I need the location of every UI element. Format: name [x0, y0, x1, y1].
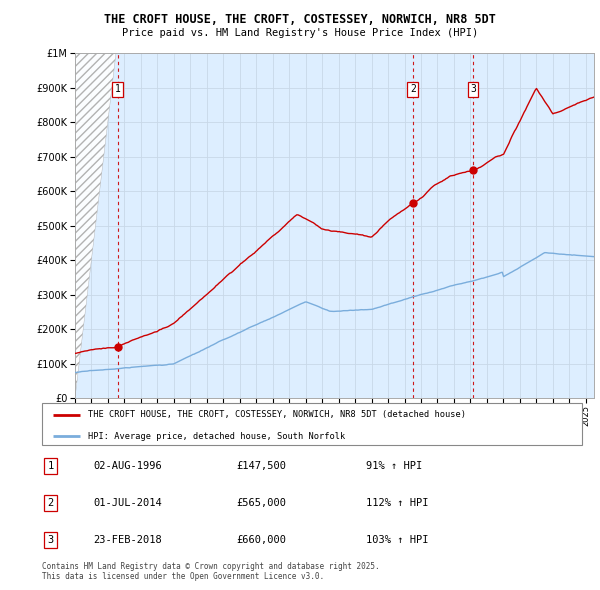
Text: 103% ↑ HPI: 103% ↑ HPI [366, 535, 428, 545]
FancyBboxPatch shape [42, 403, 582, 445]
Text: THE CROFT HOUSE, THE CROFT, COSTESSEY, NORWICH, NR8 5DT: THE CROFT HOUSE, THE CROFT, COSTESSEY, N… [104, 13, 496, 26]
Text: HPI: Average price, detached house, South Norfolk: HPI: Average price, detached house, Sout… [88, 432, 345, 441]
Text: 1: 1 [47, 461, 53, 471]
Text: Contains HM Land Registry data © Crown copyright and database right 2025.
This d: Contains HM Land Registry data © Crown c… [42, 562, 380, 581]
Text: £660,000: £660,000 [236, 535, 286, 545]
Polygon shape [75, 53, 116, 398]
Text: 2: 2 [47, 498, 53, 508]
Text: Price paid vs. HM Land Registry's House Price Index (HPI): Price paid vs. HM Land Registry's House … [122, 28, 478, 38]
Text: 112% ↑ HPI: 112% ↑ HPI [366, 498, 428, 508]
Text: 02-AUG-1996: 02-AUG-1996 [94, 461, 162, 471]
Text: 01-JUL-2014: 01-JUL-2014 [94, 498, 162, 508]
Text: £147,500: £147,500 [236, 461, 286, 471]
Text: £565,000: £565,000 [236, 498, 286, 508]
Text: 3: 3 [47, 535, 53, 545]
Text: 91% ↑ HPI: 91% ↑ HPI [366, 461, 422, 471]
Text: 3: 3 [470, 84, 476, 94]
Text: 2: 2 [410, 84, 416, 94]
Text: 23-FEB-2018: 23-FEB-2018 [94, 535, 162, 545]
Text: THE CROFT HOUSE, THE CROFT, COSTESSEY, NORWICH, NR8 5DT (detached house): THE CROFT HOUSE, THE CROFT, COSTESSEY, N… [88, 411, 466, 419]
Text: 1: 1 [115, 84, 121, 94]
